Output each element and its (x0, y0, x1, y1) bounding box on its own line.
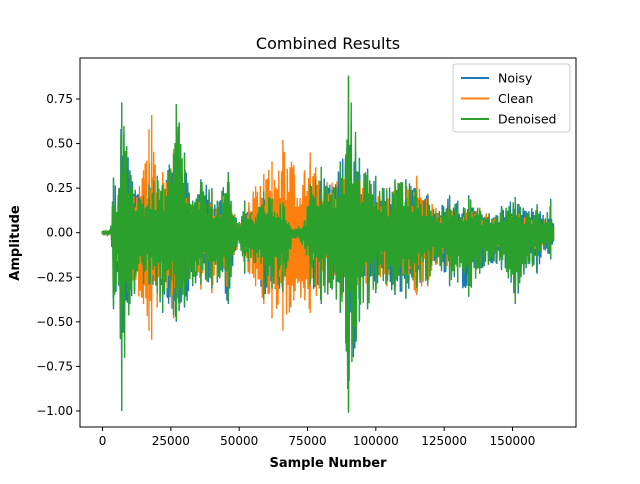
series-line-denoised (101, 75, 555, 413)
chart-title: Combined Results (256, 34, 400, 53)
x-tick-label: 25000 (152, 434, 190, 448)
axes-frame (79, 57, 577, 428)
y-tick-label: −0.25 (36, 270, 73, 284)
y-tick-label: −0.75 (36, 359, 73, 373)
y-tick-label: 0.75 (46, 92, 73, 106)
x-tick-label: 0 (99, 434, 107, 448)
plot-area (101, 75, 555, 413)
y-axis: −1.00 −0.75 −0.50 −0.25 0.00 0.25 0.50 0.75 (36, 92, 80, 418)
legend-label-clean: Clean (498, 91, 533, 106)
legend-box (452, 63, 571, 133)
x-tick-label: 50000 (220, 434, 258, 448)
legend: Noisy Clean Denoised (452, 63, 571, 133)
y-tick-label: −1.00 (36, 404, 73, 418)
legend-label-denoised: Denoised (498, 112, 557, 127)
y-tick-label: −0.50 (36, 315, 73, 329)
x-tick-label: 150000 (490, 434, 536, 448)
x-tick-label: 100000 (353, 434, 399, 448)
y-axis-label: Amplitude (8, 205, 23, 281)
x-tick-label: 75000 (288, 434, 326, 448)
x-axis: 0 25000 50000 75000 100000 125000 150000 (99, 427, 536, 448)
y-tick-label: 0.00 (46, 226, 73, 240)
x-axis-label: Sample Number (270, 456, 388, 471)
y-tick-label: 0.50 (46, 137, 73, 151)
legend-label-noisy: Noisy (498, 71, 533, 86)
y-tick-label: 0.25 (46, 181, 73, 195)
x-tick-label: 125000 (421, 434, 467, 448)
